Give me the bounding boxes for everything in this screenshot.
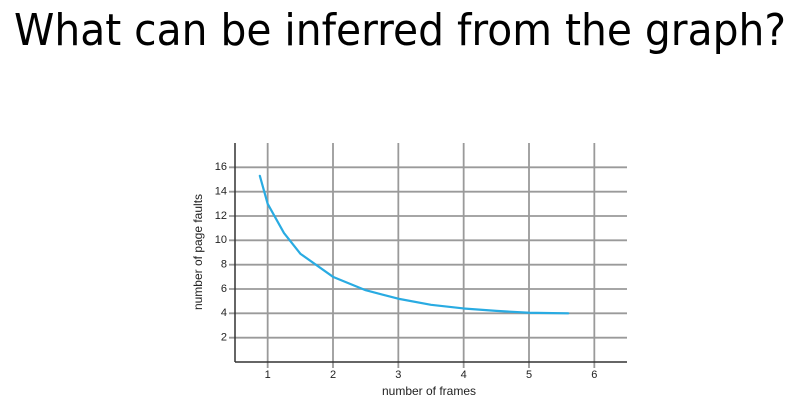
x-axis-label: number of frames: [382, 384, 476, 398]
y-tick-label: 10: [215, 234, 227, 246]
y-tick-label: 8: [221, 259, 227, 271]
y-tick-label: 16: [215, 161, 227, 173]
x-tick-label: 1: [265, 369, 271, 381]
y-tick-label: 6: [221, 283, 227, 295]
y-tick-label: 12: [215, 210, 227, 222]
x-tick-label: 5: [526, 369, 532, 381]
y-tick-label: 4: [221, 307, 227, 319]
x-tick-label: 2: [330, 369, 336, 381]
y-axis-label: number of page faults: [191, 194, 205, 310]
y-tick-label: 2: [221, 332, 227, 344]
y-tick-label: 14: [215, 186, 227, 198]
x-tick-label: 3: [395, 369, 401, 381]
data-line: [258, 174, 570, 315]
x-tick-label: 4: [461, 369, 467, 381]
chart-title: What can be inferred from the graph?: [14, 5, 786, 56]
x-tick-label: 6: [591, 369, 597, 381]
